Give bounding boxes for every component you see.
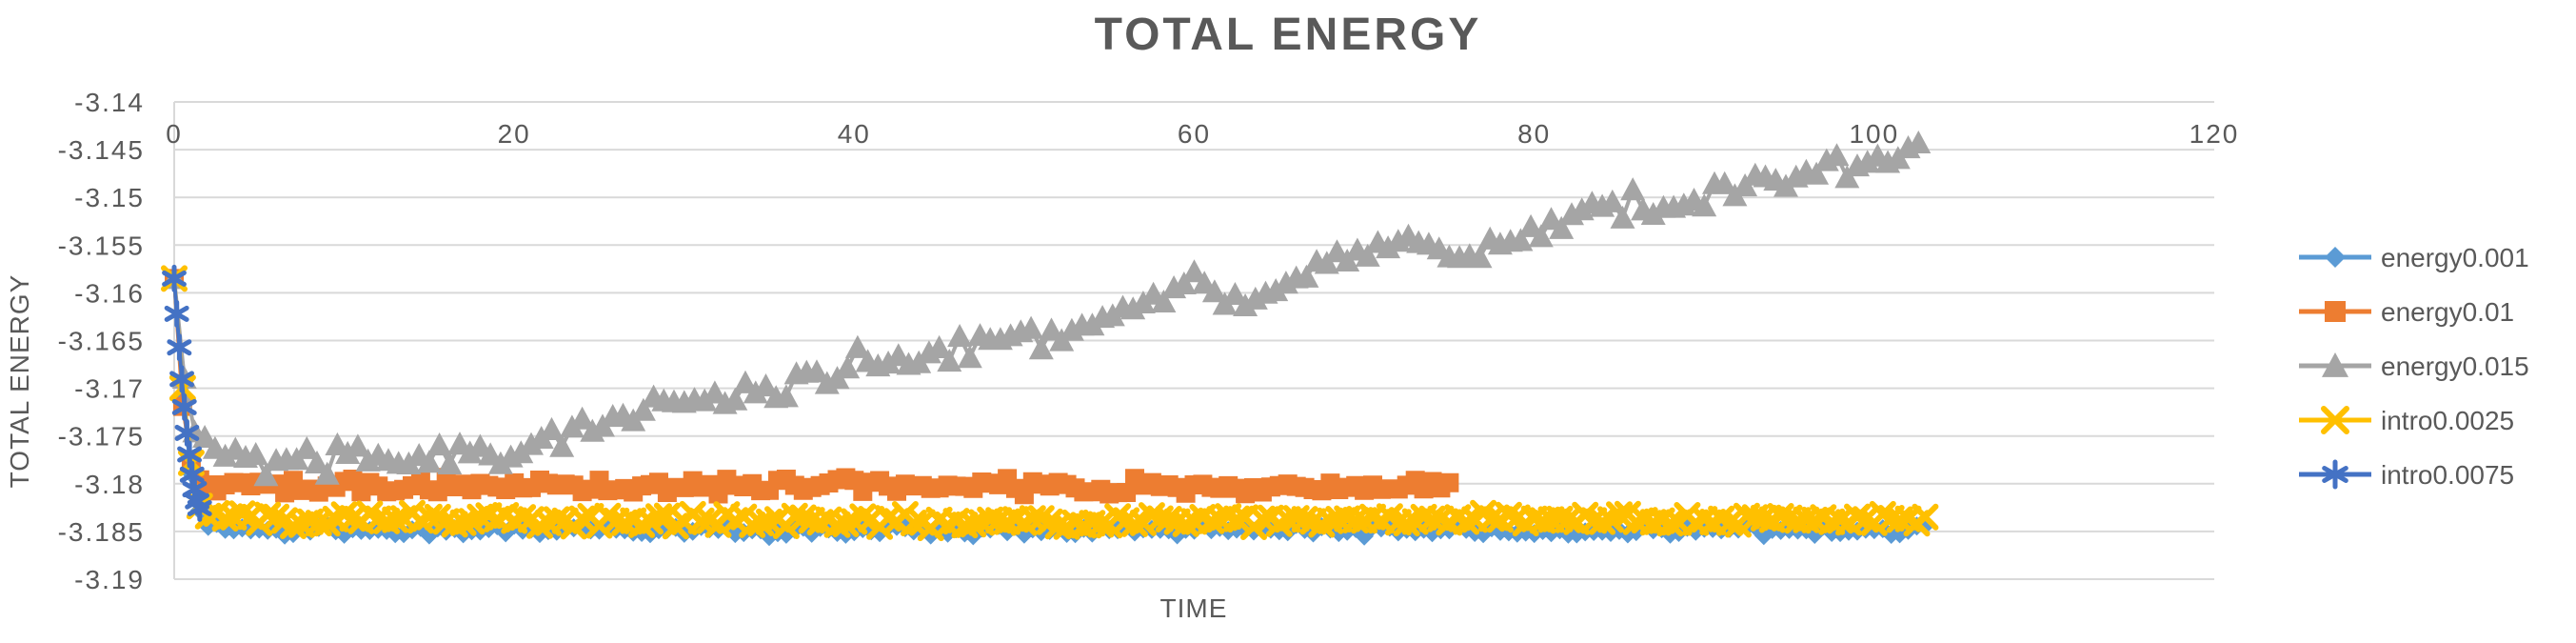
legend-entry-intro0.0025[interactable]: intro0.0025	[2299, 406, 2514, 435]
legend-label: intro0.0075	[2381, 460, 2514, 490]
series-markers	[162, 264, 212, 522]
x-marker-icon	[2321, 406, 2349, 434]
y-tick-label: -3.18	[74, 470, 145, 499]
series-energy0.015	[162, 131, 1932, 487]
y-tick-label: -3.19	[74, 565, 145, 594]
legend-entry-energy0.015[interactable]: energy0.015	[2299, 352, 2529, 381]
legend-label: energy0.015	[2381, 352, 2529, 381]
y-tick-label: -3.16	[74, 278, 145, 308]
y-tick-label: -3.165	[58, 327, 145, 356]
y-tick-label: -3.175	[58, 422, 145, 452]
chart-title: TOTAL ENERGY	[1095, 10, 1482, 60]
asterisk-marker-icon	[2322, 459, 2348, 490]
x-tick-label: 80	[1517, 119, 1551, 149]
y-tick-label: -3.17	[74, 374, 145, 404]
y-tick-label: -3.14	[74, 88, 145, 117]
y-tick-label: -3.145	[58, 135, 145, 165]
y-tick-label: -3.155	[58, 231, 145, 260]
x-tick-label: 100	[1849, 119, 1899, 149]
triangle-marker-icon	[2322, 352, 2348, 377]
series-layer	[161, 131, 1939, 547]
legend-entry-energy0.01[interactable]: energy0.01	[2299, 297, 2514, 327]
x-tick-label: 120	[2190, 119, 2240, 149]
diamond-marker-icon	[2325, 247, 2346, 268]
legend-entry-energy0.001[interactable]: energy0.001	[2299, 243, 2529, 272]
x-tick-label: 0	[166, 119, 183, 149]
series-markers	[165, 269, 1459, 505]
series-intro0.0075	[162, 264, 212, 522]
legend-label: energy0.01	[2381, 297, 2514, 327]
series-energy0.01	[165, 269, 1459, 505]
y-tick-label: -3.185	[58, 517, 145, 547]
legend: energy0.001 energy0.01 energy0.015 intro0.0…	[2299, 243, 2529, 490]
y-tick-label: -3.15	[74, 183, 145, 212]
legend-entry-intro0.0075[interactable]: intro0.0075	[2299, 459, 2514, 490]
y-axis-title: TOTAL ENERGY	[5, 274, 34, 489]
legend-label: energy0.001	[2381, 243, 2529, 272]
x-axis-tick-labels: 0 20 40 60 80 100 120	[166, 119, 2240, 149]
y-axis-tick-labels: -3.14 -3.145 -3.15 -3.155 -3.16 -3.165 -3.17 -3…	[58, 88, 145, 594]
x-tick-label: 60	[1178, 119, 1211, 149]
legend-label: intro0.0025	[2381, 406, 2514, 435]
x-tick-label: 20	[498, 119, 531, 149]
x-tick-label: 40	[838, 119, 871, 149]
x-axis-title: TIME	[1160, 593, 1228, 623]
series-markers	[162, 131, 1932, 487]
square-marker-icon	[2325, 301, 2346, 322]
